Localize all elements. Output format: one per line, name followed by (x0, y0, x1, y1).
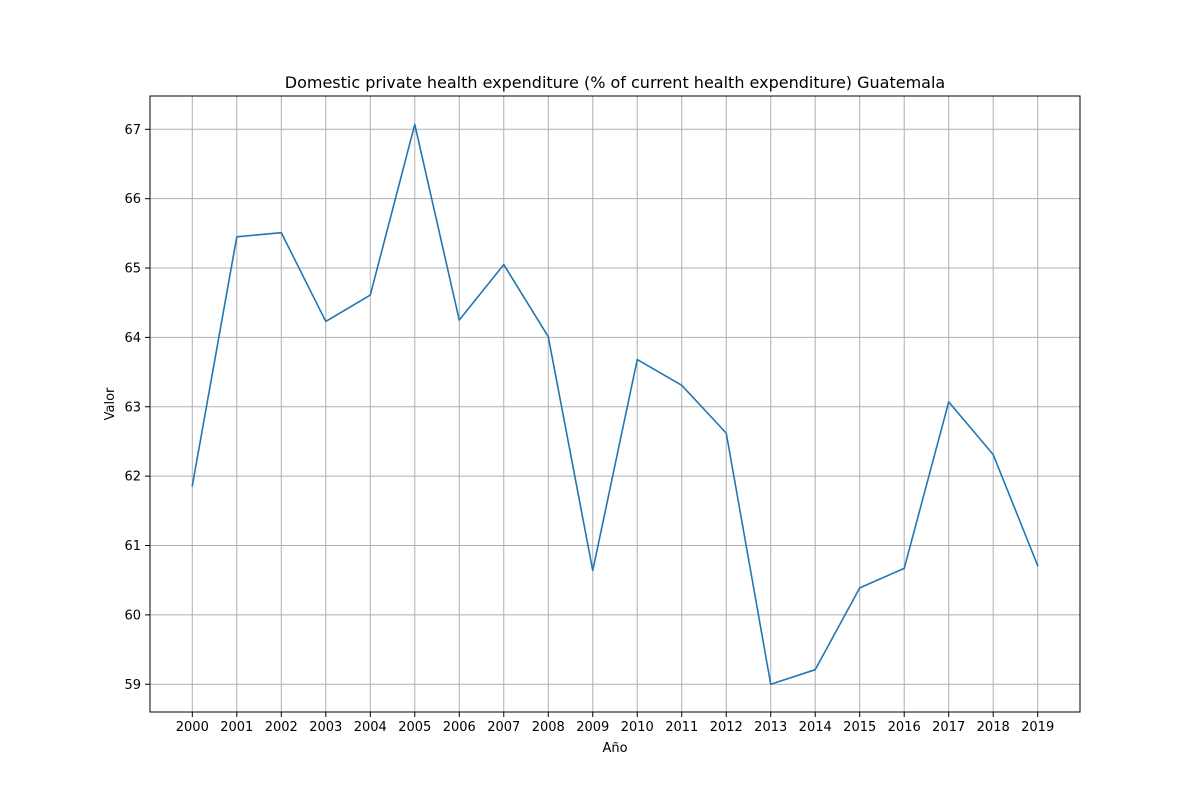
x-axis-label: Año (602, 741, 627, 756)
x-tick-label: 2005 (398, 720, 431, 735)
y-tick-label: 67 (124, 123, 141, 138)
y-tick-label: 66 (124, 192, 141, 207)
x-tick-label: 2017 (932, 720, 965, 735)
x-tick-label: 2003 (309, 720, 342, 735)
x-tick-label: 2004 (354, 720, 387, 735)
x-tick-label: 2014 (799, 720, 832, 735)
x-tick-label: 2018 (977, 720, 1010, 735)
x-tick-label: 2012 (710, 720, 743, 735)
y-tick-label: 62 (124, 470, 141, 485)
x-tick-label: 2016 (888, 720, 921, 735)
y-axis: 59 60 61 62 63 64 65 66 67 (124, 123, 150, 693)
y-tick-label: 61 (124, 539, 141, 554)
x-tick-label: 2011 (665, 720, 698, 735)
x-tick-label: 2008 (532, 720, 565, 735)
x-tick-label: 2007 (487, 720, 520, 735)
x-tick-label: 2019 (1021, 720, 1054, 735)
x-tick-label: 2013 (754, 720, 787, 735)
series-line (191, 123, 1039, 686)
chart-title: Domestic private health expenditure (% o… (285, 73, 945, 92)
y-axis-label: Valor (103, 387, 118, 420)
x-tick-label: 2015 (843, 720, 876, 735)
y-tick-label: 63 (124, 400, 141, 415)
x-tick-label: 2000 (176, 720, 209, 735)
y-tick-label: 65 (124, 262, 141, 277)
x-tick-label: 2002 (265, 720, 298, 735)
plot-frame (149, 95, 1081, 713)
x-tick-label: 2009 (576, 720, 609, 735)
y-tick-label: 59 (124, 678, 141, 693)
grid (150, 96, 1080, 712)
y-tick-label: 64 (124, 331, 141, 346)
x-tick-label: 2010 (621, 720, 654, 735)
x-tick-label: 2001 (220, 720, 253, 735)
x-axis: 2000 2001 2002 2003 2004 2005 2006 2007 2008 2009… (176, 712, 1054, 735)
series-layer (191, 123, 1039, 686)
x-tick-label: 2006 (443, 720, 476, 735)
y-tick-label: 60 (124, 608, 141, 623)
